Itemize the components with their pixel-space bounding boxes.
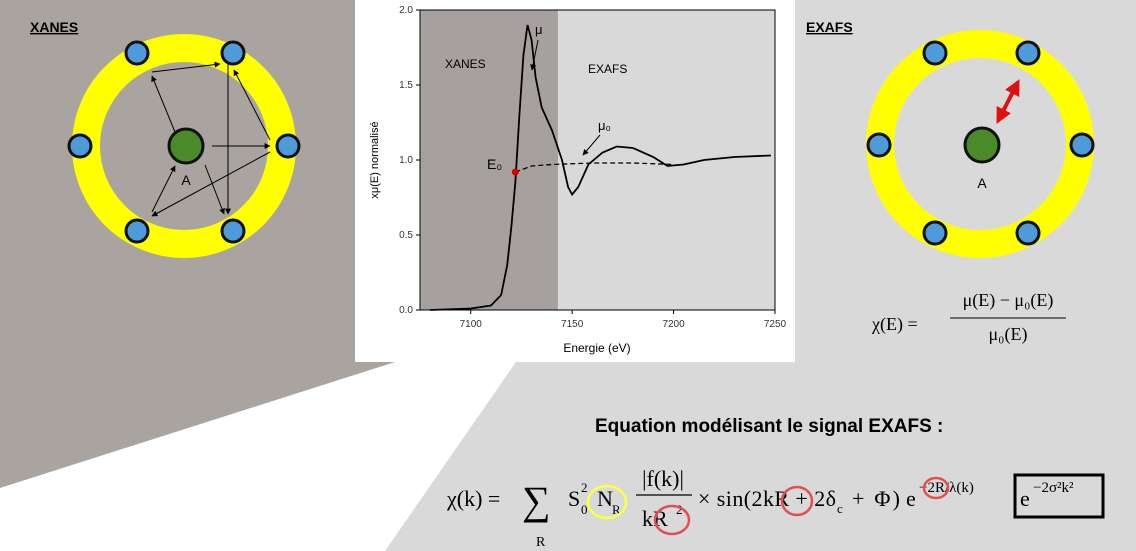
xanes-atom-diagram: A [67, 34, 301, 258]
highlight [922, 476, 950, 500]
highlight [653, 504, 691, 536]
atom-label: A [977, 175, 987, 191]
y-tick-label: 0.0 [399, 305, 413, 316]
xanes-chart: 7100 7150 7200 7250 0.0 0.5 1.0 1.5 2.0 Energie (… [369, 5, 787, 355]
heading: EXAFS [806, 19, 853, 35]
atom-label: A [181, 172, 191, 188]
formula-numerator: μ(E) − μ₀(E) [963, 290, 1054, 311]
eq-part: S [568, 486, 580, 511]
y-axis-label: xμ(E) normalisé [369, 121, 381, 198]
scatter-arrows [151, 61, 271, 217]
highlight [586, 484, 628, 520]
eq-part: 2 [581, 480, 588, 495]
x-tick-label: 7250 [764, 319, 787, 330]
eq-part: −2R/λ(k) [919, 480, 974, 496]
y-tick-label: 1.0 [399, 155, 413, 166]
annotation-arrow [582, 134, 601, 156]
equation-title: Equation modélisant le signal EXAFS : [595, 416, 943, 437]
highlight [780, 485, 814, 517]
eq-part: χ(k) = [446, 486, 500, 511]
formula-lhs: χ(E) = [871, 314, 918, 335]
x-tick-label: 7200 [662, 319, 685, 330]
eq-part: e [1020, 486, 1030, 511]
eq-part: 2 [676, 502, 683, 517]
formula-denominator: μ₀(E) [989, 324, 1028, 345]
highlight-box [1013, 473, 1105, 519]
shaded-region [420, 10, 558, 310]
y-tick-label: 0.5 [399, 230, 413, 241]
annotation: EXAFS [588, 62, 627, 76]
y-tick-label: 2.0 [399, 5, 413, 16]
point [511, 168, 519, 176]
chi-e-formula: χ(E) = μ(E) − μ₀(E) μ₀(E) [871, 290, 1066, 345]
eq-part: e [906, 486, 916, 511]
eq-part: c [837, 501, 843, 516]
distance-arrow [996, 79, 1020, 124]
series-line [430, 24, 771, 311]
annotation: μ [535, 22, 543, 37]
eq-part: N [597, 486, 613, 511]
eq-part: |f(k)| [642, 466, 684, 491]
annotation: μ₀ [598, 118, 611, 133]
x-tick-label: 7150 [561, 319, 584, 330]
annotation: XANES [445, 57, 486, 71]
eq-part: 0 [581, 502, 588, 517]
annotation-arrow [530, 39, 539, 71]
eq-part: R [536, 535, 546, 550]
eq-part: ∑ [522, 478, 551, 523]
eq-part: + Φ) [852, 486, 900, 511]
exafs-atom-diagram: A [866, 30, 1095, 258]
eq-part: × sin(2kR + 2δ [698, 486, 836, 511]
y-tick-label: 1.5 [399, 80, 413, 91]
eq-part: −2σ²k² [1033, 480, 1074, 496]
eq-part: R [612, 502, 621, 517]
x-tick-label: 7100 [460, 319, 483, 330]
annotation: E₀ [487, 156, 502, 172]
series-line [515, 162, 674, 173]
x-axis-label: Energie (eV) [563, 341, 630, 355]
exafs-equation: χ(k) = ∑ R S 0 2 N R |f(k)| kR 2 × sin(2… [446, 466, 1105, 550]
heading: XANES [30, 19, 78, 35]
